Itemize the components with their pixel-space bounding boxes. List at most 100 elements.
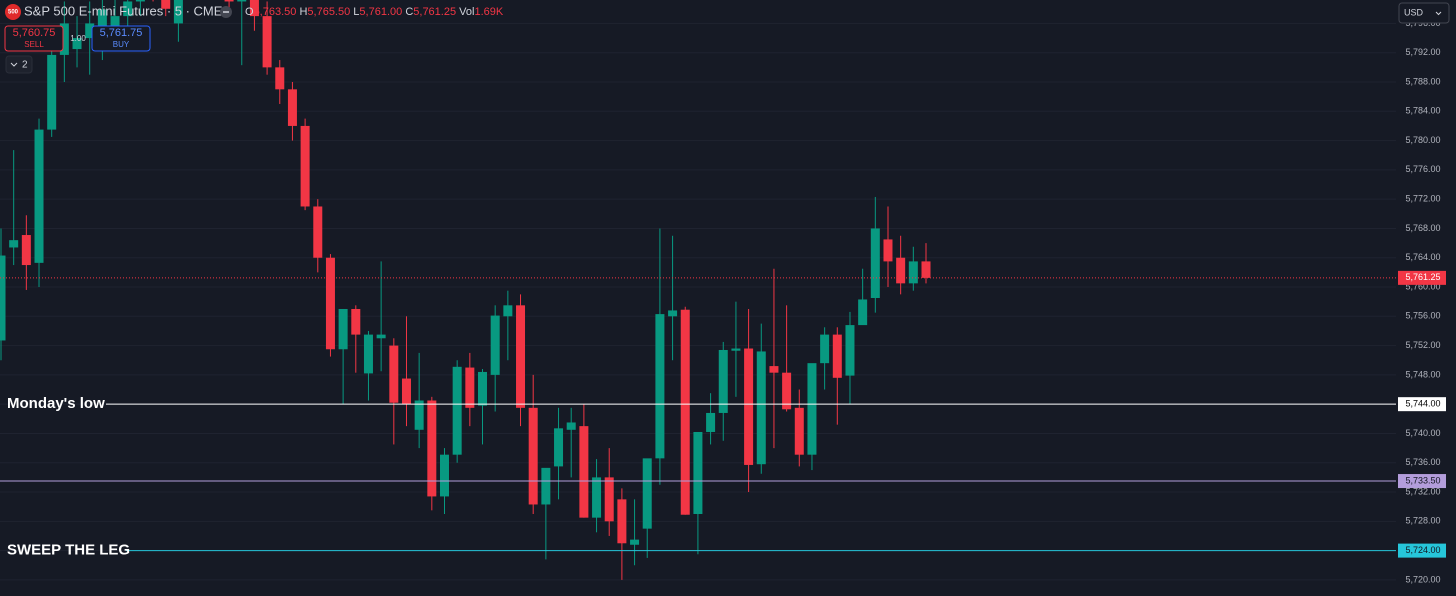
candle-body (59, 23, 69, 55)
candle-body (478, 371, 488, 406)
last-price-label: 5,761.25 (1405, 272, 1440, 282)
candle-body (782, 372, 792, 410)
candle-body (592, 477, 602, 518)
grid (0, 22, 1396, 581)
candle-body (249, 0, 259, 17)
candle-body (908, 261, 918, 284)
candle-body (883, 239, 893, 262)
candle-body (135, 0, 145, 2)
ohlc-key: Vol (459, 6, 474, 18)
candle-body (363, 334, 373, 374)
candle-body (693, 431, 703, 514)
candle-body (34, 129, 44, 263)
ohlc-key: H (299, 6, 307, 18)
ohlc-key: C (405, 6, 413, 18)
ohlc-value: 5,765.50 (307, 6, 350, 18)
level-price-label: 5,733.50 (1405, 475, 1440, 485)
buy-button[interactable] (91, 25, 151, 52)
level-price-box (1398, 397, 1446, 412)
candle-body (516, 305, 526, 408)
layers-toggle[interactable] (5, 55, 33, 74)
candle-body (72, 38, 82, 50)
symbol-logo[interactable] (5, 4, 21, 20)
candle-body (21, 235, 31, 266)
candle-body (237, 0, 247, 2)
candle-body (452, 366, 462, 455)
y-tick-label: 5,760.00 (1405, 281, 1440, 291)
y-tick-label: 5,780.00 (1405, 135, 1440, 145)
candle-body (680, 309, 690, 515)
candle-body (769, 366, 779, 373)
last-price-box (1398, 270, 1446, 285)
overlay: Monday's low 5,744.00 5,733.50 SWEEP THE LE… (0, 270, 1446, 559)
candle-body (0, 255, 6, 341)
candle-body (47, 54, 57, 130)
candle-body (794, 407, 804, 455)
ohlc-key: O (245, 6, 254, 18)
y-tick-label: 5,784.00 (1405, 106, 1440, 116)
candle-body (313, 206, 323, 258)
ohlc-value: 5,761.25 (413, 6, 456, 18)
symbol-title[interactable]: S&P 500 E-mini Futures · 5 · CME (24, 3, 223, 18)
candle-body (807, 363, 817, 455)
y-tick-label: 5,728.00 (1405, 516, 1440, 526)
y-tick-label: 5,732.00 (1405, 486, 1440, 496)
ohlc-value: 1.69K (474, 6, 503, 18)
candle-body (579, 426, 589, 518)
y-tick-label: 5,792.00 (1405, 47, 1440, 57)
y-tick-label: 5,748.00 (1405, 369, 1440, 379)
candle-body (465, 367, 475, 408)
candle-body (414, 400, 424, 430)
candle-body (275, 67, 285, 90)
candle-body (401, 378, 411, 405)
ohlc-key: L (353, 6, 359, 18)
candle-body (325, 257, 335, 350)
currency-select[interactable] (1398, 2, 1450, 24)
y-tick-label: 5,752.00 (1405, 340, 1440, 350)
level-price-label: 5,724.00 (1405, 545, 1440, 555)
candle-body (287, 89, 297, 126)
candle-body (554, 428, 564, 467)
spread: 1.00 (70, 34, 86, 43)
candle-body (756, 351, 766, 465)
candle-body (858, 299, 868, 326)
candle-body (731, 348, 741, 351)
candle-body (718, 349, 728, 413)
candle-body (439, 454, 449, 497)
logo-text: 500 (8, 10, 19, 16)
layers-count: 2 (22, 60, 28, 71)
candle-body (896, 257, 906, 284)
candle-body (604, 477, 614, 522)
candle-body (338, 308, 348, 350)
y-tick-label: 5,740.00 (1405, 428, 1440, 438)
ohlc: O5,763.50 H5,765.50 L5,761.00 C5,761.25 … (245, 6, 504, 18)
candle-body (845, 325, 855, 376)
candle-body (161, 0, 171, 9)
chevron-icon (10, 62, 18, 67)
candle-body (541, 467, 551, 505)
candle-body (351, 308, 361, 335)
chevron-icon (1435, 11, 1442, 16)
candle-body (528, 407, 538, 505)
level-label: SWEEP THE LEG (7, 542, 130, 559)
candle-body (376, 334, 386, 339)
candle-body (706, 412, 716, 432)
candle-body (300, 125, 310, 207)
candle-body (490, 315, 500, 375)
candle-body (820, 334, 830, 364)
candle-body (744, 348, 754, 465)
candle-body (123, 1, 133, 17)
candle-body (832, 334, 842, 378)
candle-body (389, 345, 399, 403)
candle-body (617, 499, 627, 544)
sell-button[interactable] (4, 25, 64, 52)
candle-body (173, 0, 183, 24)
candle-body (224, 0, 234, 2)
sell-price: 5,760.75 (13, 27, 56, 39)
candle-body (97, 9, 107, 40)
candle-body (655, 314, 665, 459)
y-tick-label: 5,776.00 (1405, 164, 1440, 174)
candle-body (566, 422, 576, 430)
